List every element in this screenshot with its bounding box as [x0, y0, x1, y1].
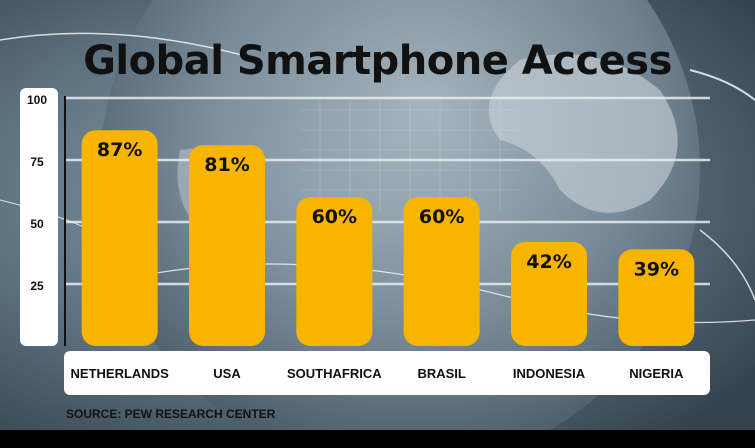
bar-data-label: 87%: [97, 139, 142, 161]
bar: [296, 197, 373, 346]
x-tick-label: NETHERLANDS: [70, 365, 169, 381]
globe-grid: [300, 100, 520, 210]
chart-title: Global Smartphone Access: [83, 38, 672, 84]
x-tick-label: NIGERIA: [629, 365, 684, 381]
bar: [511, 241, 587, 346]
x-axis-panel: NETHERLANDS USA SOUTH AFRICA BRASIL INDONESIA…: [64, 351, 710, 395]
bar: [81, 130, 158, 346]
bar-data-label: 81%: [204, 154, 249, 176]
bar-data-label: 60%: [419, 206, 464, 228]
bar-data-label: 60%: [312, 206, 357, 228]
y-tick-label: 100: [26, 93, 48, 107]
y-tick-label: 50: [30, 217, 44, 231]
bar: [618, 249, 695, 346]
x-tick-label: SOUTH AFRICA: [287, 365, 382, 381]
bar: [189, 145, 265, 346]
y-tick-label: 75: [30, 155, 44, 169]
bar: [403, 197, 480, 346]
x-tick-label: BRASIL: [417, 365, 466, 381]
x-tick-label: USA: [213, 365, 241, 381]
bottom-letterbox: [0, 430, 755, 448]
bar-data-label: 39%: [634, 258, 679, 280]
y-tick-label: 25: [30, 279, 44, 293]
source-note: SOURCE: PEW RESEARCH CENTER: [66, 407, 276, 421]
x-tick-label: INDONESIA: [512, 365, 586, 381]
y-axis-panel: 100 75 50 25: [20, 88, 58, 346]
bar-data-label: 42%: [526, 251, 571, 273]
globe-landmass: [488, 54, 678, 213]
